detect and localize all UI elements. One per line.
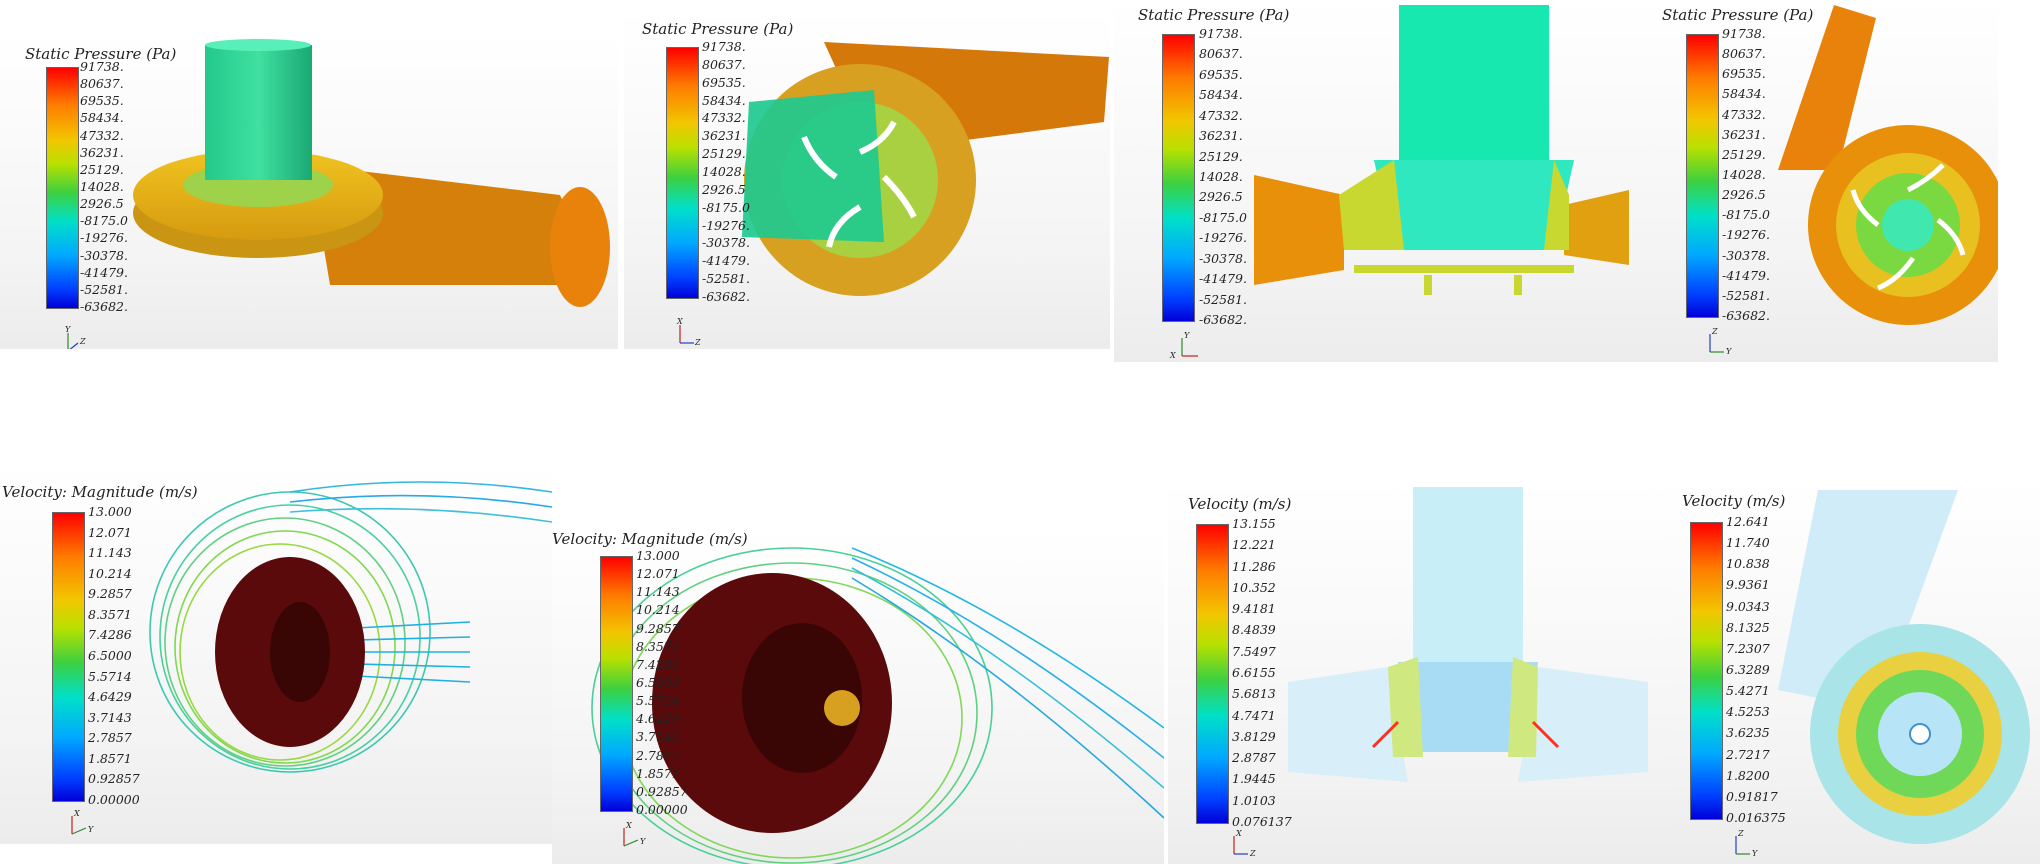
tick: 2926.5 (80, 195, 124, 211)
tick: -19276. (80, 230, 128, 246)
svg-text:Y: Y (1726, 347, 1732, 356)
tick: 69535. (80, 93, 124, 109)
pressure-colorbar (46, 67, 79, 309)
pressure-title: Static Pressure (Pa) (1138, 6, 1290, 24)
tick: -52581. (80, 281, 128, 297)
velocity-colorbar (1196, 524, 1229, 824)
pressure-title: Static Pressure (Pa) (25, 45, 177, 63)
velocity-streamline-title: Velocity: Magnitude (m/s) (2, 483, 198, 501)
tick: -8175.0 (80, 213, 128, 229)
svg-text:Y: Y (88, 825, 94, 834)
tick: 36231. (80, 144, 124, 160)
pressure-panel-plan: Static Pressure (Pa) 91738. 80637. 69535… (1658, 0, 1998, 362)
axes-triad-icon: Z Y (1709, 327, 1732, 356)
pump-section-render (1254, 5, 1629, 295)
velocity-section-title: Velocity (m/s) (1188, 495, 1292, 513)
tick: 91738. (80, 58, 124, 74)
axes-triad-icon: Y X (1169, 331, 1198, 360)
svg-text:Z: Z (1249, 849, 1256, 858)
streamlines (149, 481, 552, 773)
velocity-colorbar (52, 512, 85, 802)
svg-text:X: X (625, 821, 632, 830)
axes-triad-icon: X Z (1233, 829, 1256, 858)
svg-text:X: X (1235, 829, 1242, 838)
pressure-panel-front: Static Pressure (Pa) 91738. 80637. 69535… (624, 12, 1110, 349)
axes-triad-icon: Z Y (1735, 829, 1758, 858)
axis-z-label: Z (79, 337, 86, 346)
svg-text:Y: Y (1752, 849, 1758, 858)
velocity-plan-title: Velocity (m/s) (1682, 492, 1786, 510)
velocity-colorbar (1690, 522, 1723, 820)
axes-triad-icon: X Z (676, 317, 701, 347)
streamline-zoom-render (591, 547, 1164, 864)
tick: 58434. (80, 110, 124, 126)
pump-front-render (742, 42, 1109, 296)
axis-y-label: Y (65, 325, 71, 334)
pressure-title: Static Pressure (Pa) (1662, 6, 1814, 24)
velocity-colorbar (600, 556, 633, 812)
tick: -30378. (80, 247, 128, 263)
vector-plan-render (1778, 490, 2030, 844)
svg-text:Z: Z (1711, 327, 1718, 336)
pressure-panel-section: Static Pressure (Pa) 91738. 80637. 69535… (1114, 0, 1658, 362)
velocity-streamline-title: Velocity: Magnitude (m/s) (552, 530, 748, 548)
svg-text:Y: Y (1184, 331, 1190, 340)
axes-triad-icon: Y Z (65, 325, 86, 349)
tick: 14028. (80, 178, 124, 194)
axes-triad-icon: X Y (71, 809, 94, 835)
svg-text:X: X (73, 809, 80, 818)
svg-text:Y: Y (640, 837, 646, 846)
velocity-panel-plan: Velocity (m/s) 12.641 11.740 10.838 9.93… (1668, 480, 2040, 864)
pump-3d-render (133, 39, 610, 307)
tick: 80637. (80, 75, 124, 91)
tick: -63682. (80, 298, 128, 314)
pressure-panel-3d: Static Pressure (Pa) 91738. 80637. 69535… (0, 35, 618, 349)
pressure-colorbar (1686, 34, 1719, 318)
tick: 25129. (80, 161, 124, 177)
pressure-colorbar (1162, 34, 1195, 322)
svg-text:X: X (676, 317, 683, 326)
pressure-colorbar (666, 47, 699, 299)
tick: 47332. (80, 127, 124, 143)
velocity-panel-streamlines-zoom: Velocity: Magnitude (m/s) 13.000 12.071 … (552, 528, 1164, 864)
pressure-title: Static Pressure (Pa) (642, 20, 794, 38)
svg-text:X: X (1169, 351, 1176, 360)
velocity-panel-streamlines: Velocity: Magnitude (m/s) 13.000 12.071 … (0, 462, 552, 844)
svg-text:Z: Z (1737, 829, 1744, 838)
impeller-blades-icon (1850, 163, 1966, 291)
velocity-panel-section: Velocity (m/s) 13.155 12.221 11.286 10.3… (1168, 482, 1668, 864)
svg-text:Z: Z (694, 338, 701, 347)
tick: -41479. (80, 264, 128, 280)
impeller-blades-icon (801, 120, 917, 248)
vector-section-render (1288, 487, 1648, 782)
pump-plan-render (1778, 5, 1998, 325)
axes-triad-icon: X Y (623, 821, 646, 847)
streamline-render (149, 481, 552, 773)
